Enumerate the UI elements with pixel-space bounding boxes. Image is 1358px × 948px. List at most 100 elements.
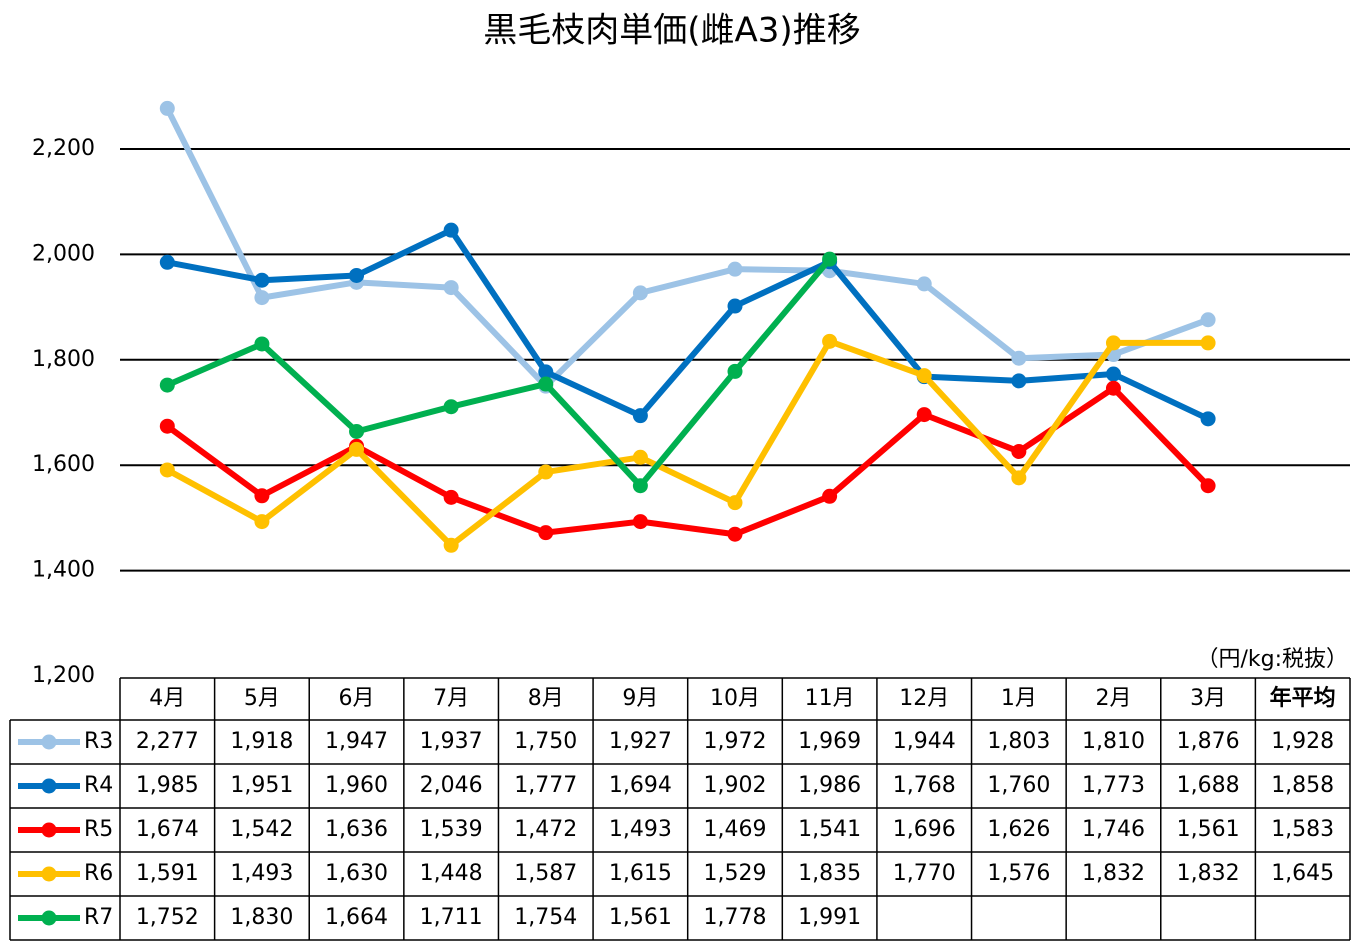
x-tick-label: 3月	[1190, 686, 1226, 711]
table-cell: 1,835	[798, 861, 861, 886]
table-cell: 1,688	[1177, 773, 1240, 798]
table-cell: 1,937	[420, 729, 483, 754]
point	[349, 267, 365, 283]
table-cell: 1,529	[704, 861, 767, 886]
legend-label: R6	[84, 861, 113, 886]
chart-title: 黒毛枝肉単価(雌A3)推移	[483, 11, 860, 51]
y-tick-label: 1,400	[32, 558, 95, 583]
x-tick-label: 4月	[149, 686, 185, 711]
x-tick-label: 12月	[899, 686, 949, 711]
table-cell: 1,773	[1082, 773, 1145, 798]
table-header: 年平均	[1270, 685, 1336, 711]
point	[254, 272, 270, 288]
table-cell: 1,810	[1082, 729, 1145, 754]
point	[727, 363, 743, 379]
point	[443, 537, 459, 553]
table-cell: 1,830	[230, 905, 293, 930]
point	[822, 333, 838, 349]
table-cell: 1,832	[1177, 861, 1240, 886]
y-tick-label: 2,000	[32, 241, 95, 266]
x-tick-label: 5月	[244, 686, 280, 711]
point	[159, 418, 175, 434]
table-cell: 1,876	[1177, 729, 1240, 754]
x-tick-label: 10月	[710, 686, 760, 711]
point	[1011, 373, 1027, 389]
point	[254, 514, 270, 530]
table-cell: 1,576	[987, 861, 1050, 886]
table-cell: 1,750	[514, 729, 577, 754]
table-cell: 1,972	[704, 729, 767, 754]
table-cell: 1,947	[325, 729, 388, 754]
point	[1105, 366, 1121, 382]
table-cell: 2,277	[136, 729, 199, 754]
point	[538, 376, 554, 392]
table-cell: 1,472	[514, 817, 577, 842]
point	[1011, 470, 1027, 486]
table-cell: 1,927	[609, 729, 672, 754]
point	[159, 377, 175, 393]
point	[538, 464, 554, 480]
table-cell: 1,711	[420, 905, 483, 930]
table-cell: 1,951	[230, 773, 293, 798]
table-cell: 1,928	[1271, 729, 1334, 754]
point	[443, 399, 459, 415]
legend-marker	[41, 734, 57, 750]
table-cell: 1,752	[136, 905, 199, 930]
legend-label: R3	[84, 729, 113, 754]
table-cell: 1,591	[136, 861, 199, 886]
table-cell: 1,587	[514, 861, 577, 886]
series-line	[166, 227, 1210, 422]
point	[1200, 411, 1216, 427]
x-tick-label: 9月	[622, 686, 658, 711]
x-tick-label: 7月	[433, 686, 469, 711]
legend-label: R7	[84, 905, 113, 930]
table-cell: 1,674	[136, 817, 199, 842]
point	[1011, 443, 1027, 459]
x-tick-label: 6月	[339, 686, 375, 711]
table-cell: 1,636	[325, 817, 388, 842]
table-cell: 1,768	[893, 773, 956, 798]
x-tick-label: 1月	[1001, 686, 1037, 711]
table-cell: 1,760	[987, 773, 1050, 798]
table-cell: 1,493	[230, 861, 293, 886]
table-cell: 1,664	[325, 905, 388, 930]
table-cell: 1,694	[609, 773, 672, 798]
point	[159, 100, 175, 116]
point	[916, 276, 932, 292]
table-cell: 1,969	[798, 729, 861, 754]
x-tick-label: 8月	[528, 686, 564, 711]
table-cell: 1,991	[798, 905, 861, 930]
point	[159, 254, 175, 270]
point	[443, 222, 459, 238]
point	[1105, 335, 1121, 351]
point	[632, 478, 648, 494]
point	[538, 364, 554, 380]
table-cell: 1,493	[609, 817, 672, 842]
y-tick-label: 1,600	[32, 452, 95, 477]
legend-marker	[41, 910, 57, 926]
table-cell: 1,583	[1271, 817, 1334, 842]
point	[254, 488, 270, 504]
series-line	[165, 385, 1211, 538]
point	[538, 525, 554, 541]
point	[727, 298, 743, 314]
table-cell: 1,542	[230, 817, 293, 842]
point	[632, 449, 648, 465]
table-cell: 1,986	[798, 773, 861, 798]
table-cell: 1,626	[987, 817, 1050, 842]
table-cell: 1,539	[420, 817, 483, 842]
table-cell: 1,746	[1082, 817, 1145, 842]
point	[1200, 312, 1216, 328]
point	[916, 368, 932, 384]
point	[727, 261, 743, 277]
legend-marker	[41, 866, 57, 882]
table-cell: 1,630	[325, 861, 388, 886]
point	[632, 285, 648, 301]
point	[254, 290, 270, 306]
table-cell: 1,858	[1271, 773, 1334, 798]
table-cell: 1,803	[987, 729, 1050, 754]
point	[349, 423, 365, 439]
point	[632, 514, 648, 530]
legend-marker	[41, 822, 57, 838]
